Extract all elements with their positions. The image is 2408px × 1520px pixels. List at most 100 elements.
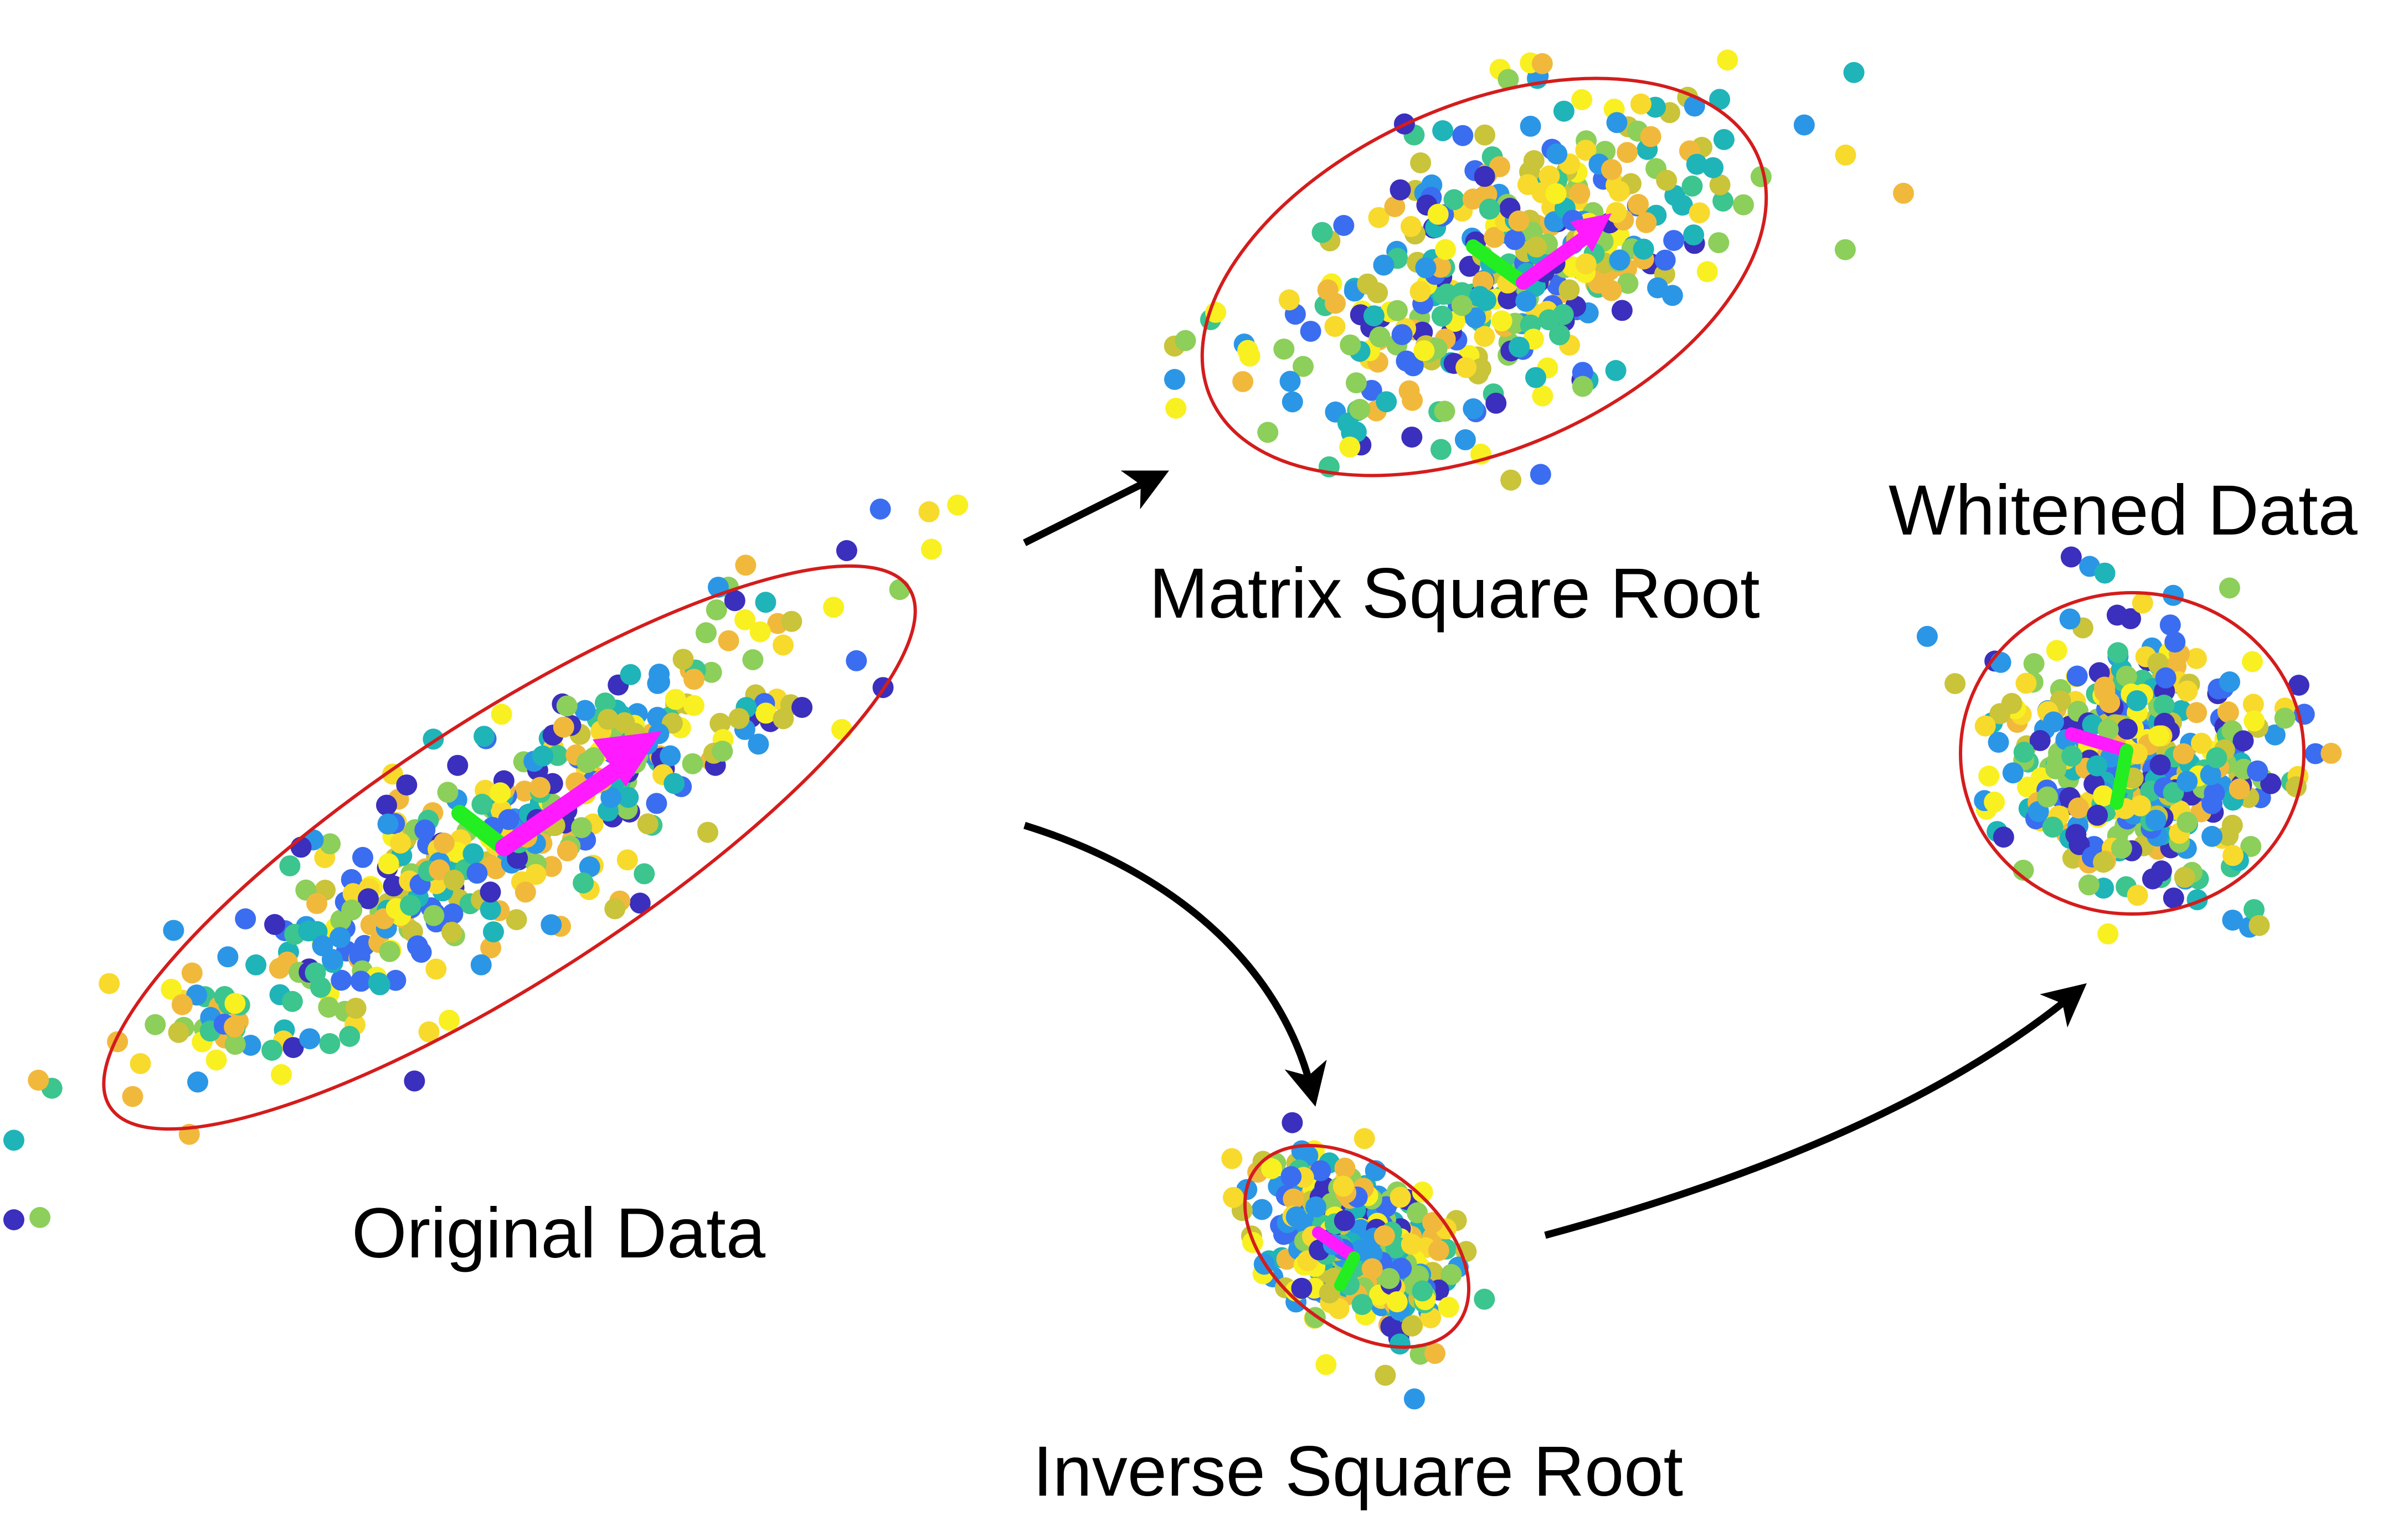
data-point [1944,673,1966,695]
data-point [1333,215,1355,236]
data-point [414,819,436,841]
data-point [1463,398,1484,419]
data-point [2061,746,2083,767]
data-point [1689,202,1710,224]
data-point [168,1021,189,1043]
data-point [2023,653,2045,674]
data-point [532,745,554,767]
data-point [547,744,568,766]
data-point [2117,718,2138,740]
data-point [1390,1187,1411,1208]
data-point [443,870,465,891]
data-point [2249,915,2270,936]
data-point [2087,804,2108,826]
data-point [2127,885,2148,906]
data-point [1334,1157,1356,1179]
data-point [2060,546,2082,568]
data-point [437,782,459,803]
data-point [1484,227,1505,248]
data-point [345,998,367,1019]
data-point [410,942,432,963]
data-point [2201,825,2222,847]
data-point [1257,422,1279,443]
data-point [728,708,750,730]
data-point [163,920,184,941]
data-point [2177,812,2198,833]
data-point [1630,93,1651,115]
data-point [1165,398,1187,419]
data-point [553,716,574,738]
data-point [1978,766,2000,787]
data-point [1357,273,1378,295]
data-point [1232,371,1254,392]
data-point [1300,321,1321,342]
data-point [1628,194,1649,215]
data-point [1469,286,1491,307]
data-point [2159,614,2181,636]
scatter-points-whitened [1916,546,2342,944]
data-point [1354,1128,1375,1149]
data-point [1376,391,1397,413]
data-point [1993,826,2014,848]
data-point [320,833,341,855]
data-point [646,793,667,814]
data-point [1793,114,1815,136]
data-point [318,997,339,1018]
data-point [1454,429,1476,450]
data-point [1515,290,1537,312]
data-point [1175,330,1196,351]
data-point [2045,758,2067,779]
data-point [279,855,301,877]
data-point [556,695,578,717]
data-point [378,853,399,875]
data-point [672,649,694,670]
data-point [616,849,638,871]
data-point [706,599,727,620]
data-point [541,856,562,877]
data-point [1340,334,1361,356]
data-point [299,1028,321,1050]
data-point [1611,300,1633,321]
data-point [2042,817,2064,838]
data-point [1465,307,1486,328]
cluster-inverse-sqrt [1221,1112,1495,1410]
data-point [1491,310,1512,332]
data-point [1412,1280,1433,1302]
data-point [1671,194,1693,216]
data-point [1713,129,1735,150]
data-point [1601,159,1622,181]
data-point [1500,469,1522,491]
data-point [1369,326,1391,348]
data-point [889,579,910,600]
data-point [869,499,891,520]
data-point [755,702,776,724]
data-point [1640,126,1661,147]
data-point [1569,183,1591,204]
data-point [600,787,622,808]
data-point [1835,144,1856,166]
data-point [1305,1196,1326,1218]
data-point [1709,89,1731,110]
data-point [682,753,703,774]
scatter-points-inverse-sqrt [1221,1112,1495,1410]
data-point [1606,202,1627,223]
data-point [2037,786,2058,808]
data-point [1386,1291,1408,1313]
data-point [634,863,655,885]
data-point [2222,845,2244,866]
data-point [2086,755,2108,777]
data-point [224,1034,246,1055]
data-point [339,1026,361,1047]
data-point [1605,360,1627,381]
data-point [2001,692,2023,714]
data-point [264,914,285,935]
data-point [240,1035,261,1056]
data-point [1373,254,1395,276]
data-point [1474,166,1495,187]
data-point [1430,439,1452,460]
data-point [1709,174,1731,196]
data-point [2242,651,2263,672]
data-point [1261,1158,1282,1179]
data-point [1280,1166,1302,1188]
